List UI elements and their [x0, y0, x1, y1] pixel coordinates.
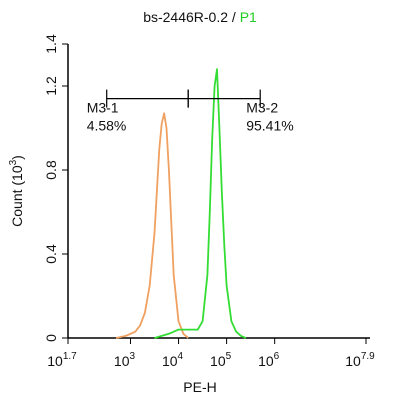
title-gate: P1 [240, 9, 257, 25]
chart-title: bs-2446R-0.2 / P1 [143, 9, 257, 25]
tick-base: 10 [162, 353, 178, 369]
gate-name: M3-2 [246, 100, 278, 116]
tick-base: 10 [345, 353, 361, 369]
tick-exp: 4 [178, 351, 184, 362]
y-tick-label: 0.8 [43, 160, 59, 180]
x-axis-label: PE-H [183, 379, 216, 395]
y-axis-label: Count (103) [8, 155, 25, 227]
tick-exp: 1.7 [63, 351, 77, 362]
tick-exp: 5 [226, 351, 232, 362]
y-tick-label: 0.4 [43, 244, 59, 264]
tick-base: 10 [114, 353, 130, 369]
x-tick-label: 107.9 [345, 351, 375, 369]
tick-exp: 3 [129, 351, 135, 362]
x-tick-label: 106 [258, 351, 280, 369]
y-label-text: ) [9, 155, 25, 160]
gate-percent: 4.58% [87, 118, 127, 134]
y-tick-label: 0 [43, 334, 59, 342]
gate-name: M3-1 [87, 100, 119, 116]
title-text: bs-2446R-0.2 / [143, 9, 236, 25]
tick-base: 10 [47, 353, 63, 369]
y-tick-label: 1.4 [43, 34, 59, 54]
histogram-line [115, 112, 189, 339]
y-label-text: Count (10 [9, 165, 25, 227]
x-tick-label: 104 [162, 351, 184, 369]
tick-base: 10 [258, 353, 274, 369]
y-tick-label: 1.2 [43, 76, 59, 96]
gate-percent: 95.41% [246, 118, 293, 134]
histogram-line [154, 68, 247, 339]
y-label-exp: 3 [8, 159, 19, 165]
tick-exp: 7.9 [361, 351, 375, 362]
tick-exp: 6 [274, 351, 280, 362]
x-tick-label: 101.7 [47, 351, 77, 369]
x-tick-label: 105 [210, 351, 232, 369]
tick-base: 10 [210, 353, 226, 369]
x-tick-label: 103 [114, 351, 136, 369]
